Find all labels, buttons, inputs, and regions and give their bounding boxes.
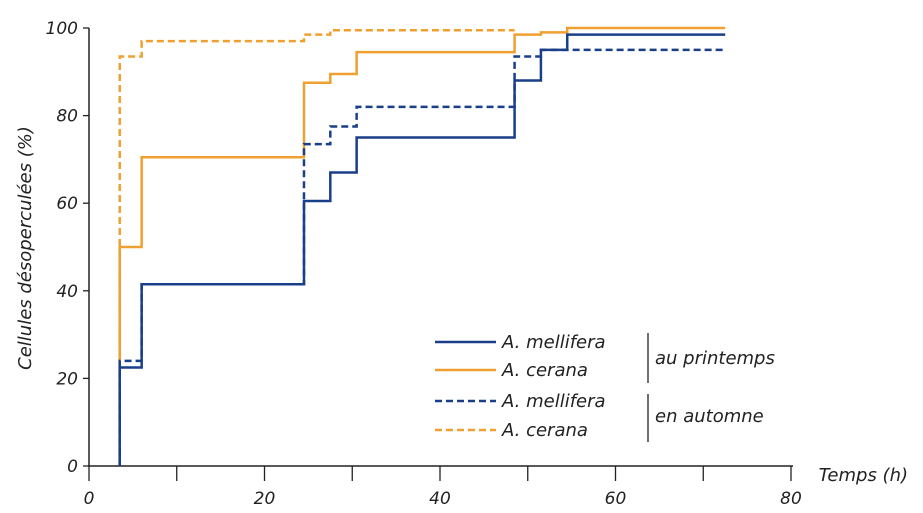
y-tick-label: 40 <box>56 282 78 302</box>
x-tick-label: 80 <box>780 489 802 509</box>
y-tick-label: 100 <box>46 19 78 39</box>
x-tick-label: 60 <box>605 489 627 509</box>
y-tick-label: 0 <box>67 457 78 477</box>
series-a-mellifera-automne <box>118 48 726 466</box>
y-ticks: 0 20 40 60 80 100 <box>46 19 89 477</box>
series-a-cerana-automne <box>118 28 515 466</box>
x-tick-label: 0 <box>84 489 95 509</box>
legend-label: A. mellifera <box>501 332 606 353</box>
legend-label: A. cerana <box>501 420 588 441</box>
y-axis-label: Cellules désoperculées (%) <box>15 126 36 370</box>
x-axis-label: Temps (h) <box>819 465 908 486</box>
legend-group-label: en automne <box>655 406 764 427</box>
y-tick-label: 60 <box>56 194 78 214</box>
x-tick-label: 20 <box>254 489 276 509</box>
legend-group-label: au printemps <box>655 348 775 369</box>
y-tick-label: 80 <box>56 107 78 127</box>
series-a-mellifera-printemps <box>118 33 726 466</box>
legend: A. mellifera A. cerana A. mellifera A. cera… <box>435 332 775 442</box>
x-ticks: 0 20 40 60 80 <box>84 466 802 509</box>
legend-label: A. cerana <box>501 360 588 381</box>
series-a-cerana-printemps <box>118 26 726 466</box>
legend-label: A. mellifera <box>501 391 606 412</box>
series-layer <box>118 26 726 466</box>
x-tick-label: 40 <box>429 489 451 509</box>
y-tick-label: 20 <box>56 369 78 389</box>
